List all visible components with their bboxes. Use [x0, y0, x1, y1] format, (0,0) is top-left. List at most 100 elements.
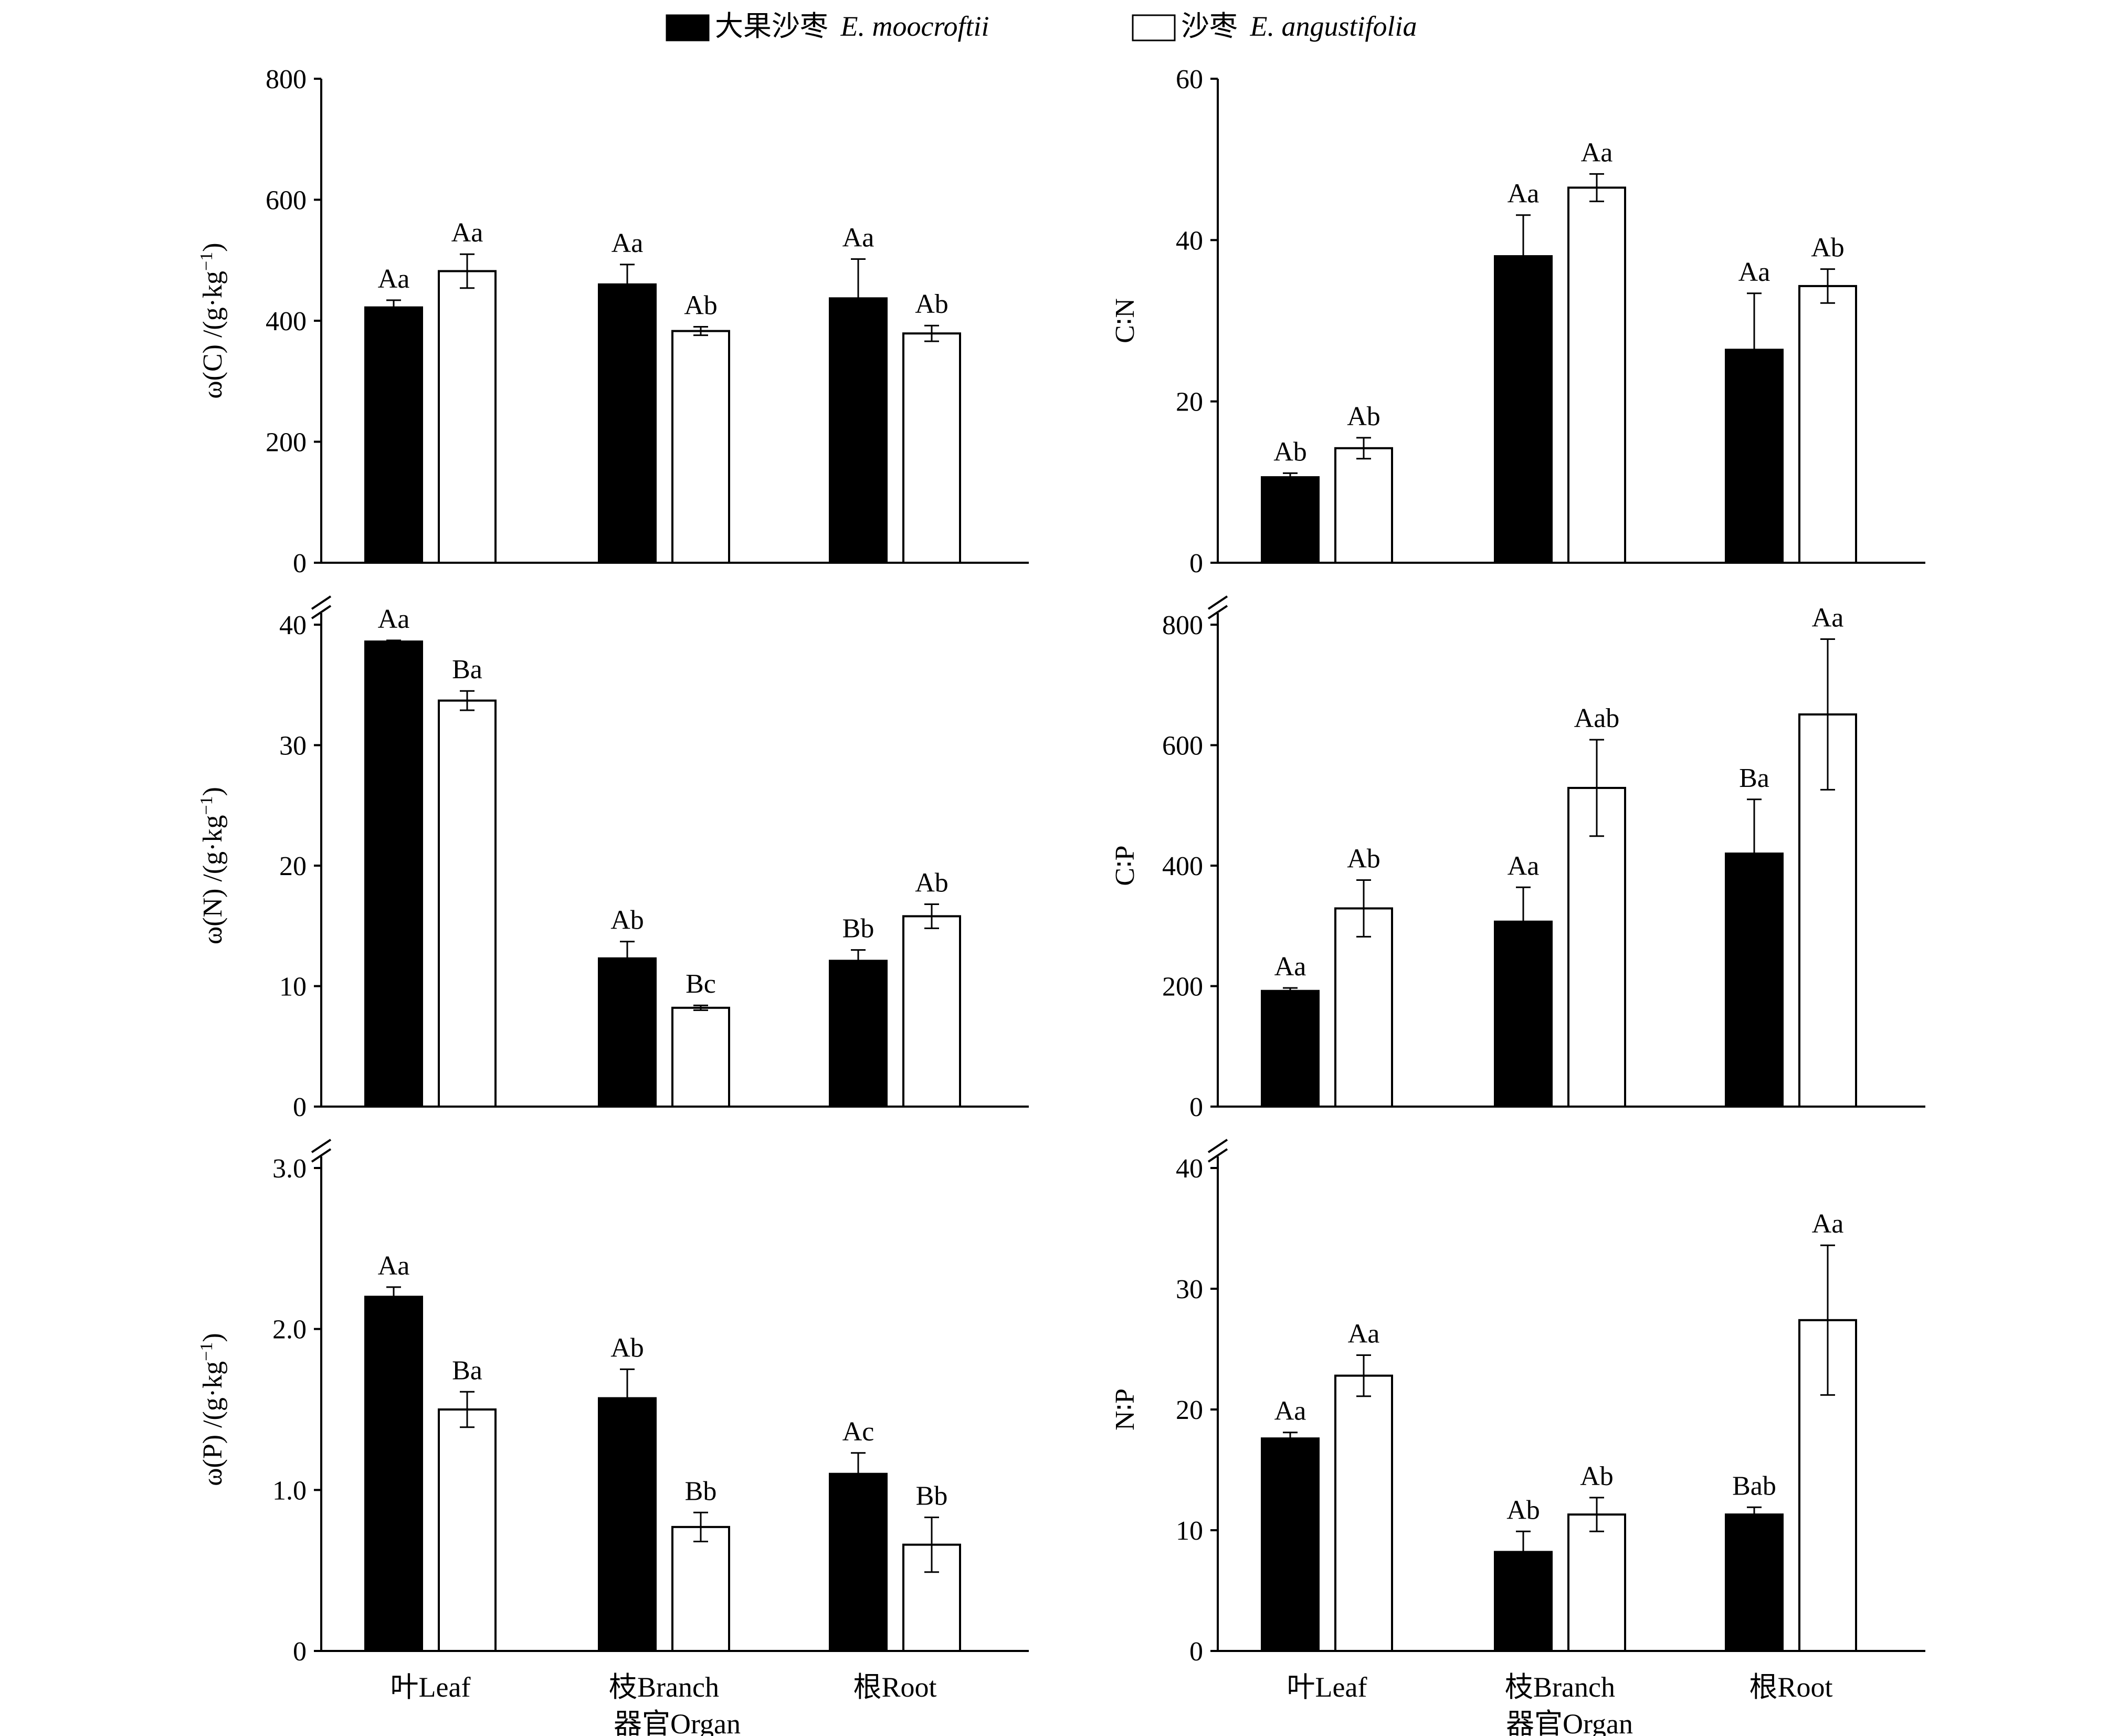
significance-label: Ab	[1506, 1495, 1540, 1525]
y-axis-title: C∶P	[1110, 845, 1140, 886]
significance-label: Aa	[1274, 952, 1306, 982]
legend-item-moocroftii: 大果沙枣 E. moocroftii	[666, 10, 989, 42]
category-label-leaf: 叶Leaf	[391, 1671, 471, 1703]
legend-item-angustifolia: 沙枣 E. angustifolia	[1132, 10, 1417, 42]
bar-angustifolia	[902, 332, 961, 564]
y-tick-label: 400	[266, 307, 307, 336]
y-tick-label: 600	[1162, 731, 1203, 761]
legend-label-latin: E. moocroftii	[840, 10, 989, 42]
axis-break-mark	[1207, 605, 1228, 619]
y-axis-title-end: )	[198, 243, 228, 251]
bar-angustifolia	[438, 270, 497, 564]
significance-label: Bb	[916, 1481, 948, 1511]
bar-moocroftii	[364, 306, 423, 564]
legend-label-cn: 大果沙枣	[715, 10, 828, 42]
bar-moocroftii	[364, 640, 423, 1108]
y-axis-title-sup: −1	[197, 252, 216, 271]
y-tick-label: 800	[266, 65, 307, 94]
bar-angustifolia	[1334, 1374, 1393, 1653]
bar-moocroftii	[598, 1397, 657, 1653]
category-label-root: 根Root	[1749, 1671, 1832, 1703]
y-axis-title-main: ω(N) /(g·kg	[198, 815, 228, 945]
axis-break-mark	[311, 605, 332, 619]
x-axis-right: 叶Leaf 枝Branch 根Root 器官Organ	[1287, 1671, 1833, 1736]
bar-angustifolia	[902, 915, 961, 1108]
significance-label: Ab	[610, 1333, 644, 1363]
axis-break-mark	[311, 595, 332, 610]
y-tick-label: 0	[293, 1637, 307, 1667]
y-tick-label: 0	[293, 1092, 307, 1122]
y-axis-title-main: ω(P) /(g·kg	[198, 1361, 228, 1486]
panel-cp-ratio: 0 200 400 600 800 C∶P Aa Ab Aa Aab Ba Aa	[1110, 595, 1925, 1122]
y-tick-label: 30	[279, 731, 307, 761]
y-tick-label: 800	[1162, 611, 1203, 640]
significance-label: Aa	[451, 218, 483, 248]
y-tick-label: 200	[1162, 972, 1203, 1002]
y-axis-title-sup: −1	[197, 1342, 216, 1361]
legend-label-cn: 沙枣	[1181, 10, 1238, 42]
y-tick-label: 0	[1189, 1637, 1203, 1667]
y-axis-title: C∶N	[1110, 298, 1140, 343]
bar-moocroftii	[364, 1296, 423, 1652]
y-tick-label: 10	[279, 972, 307, 1002]
y-tick-label: 2.0	[272, 1315, 307, 1345]
y-axis-title-end: )	[198, 1333, 228, 1342]
significance-label: Aa	[1738, 257, 1770, 287]
significance-label: Aa	[1274, 1396, 1306, 1426]
category-label-leaf: 叶Leaf	[1287, 1671, 1367, 1703]
legend-swatch-moocroftii	[666, 14, 710, 41]
y-tick-label: 40	[279, 611, 307, 640]
significance-label: Ba	[452, 1355, 482, 1385]
legend: 大果沙枣 E. moocroftii 沙枣 E. angustifolia	[666, 10, 1417, 42]
legend-swatch-angustifolia	[1132, 14, 1176, 41]
significance-label: Ab	[1580, 1461, 1614, 1491]
y-tick-label: 3.0	[272, 1154, 307, 1184]
y-axis-title: N∶P	[1110, 1388, 1140, 1430]
bar-moocroftii	[829, 1472, 888, 1653]
y-tick-label: 20	[279, 851, 307, 881]
axis-break-mark	[311, 1139, 332, 1153]
y-tick-label: 10	[1176, 1516, 1203, 1546]
category-label-branch: 枝Branch	[1505, 1671, 1615, 1703]
significance-label: Bb	[685, 1476, 717, 1506]
y-tick-label: 30	[1176, 1275, 1203, 1304]
y-tick-label: 0	[293, 549, 307, 578]
bar-moocroftii	[1261, 476, 1320, 564]
bar-moocroftii	[1725, 1513, 1784, 1653]
significance-label: Ab	[915, 289, 948, 319]
y-tick-label: 20	[1176, 1395, 1203, 1425]
significance-label: Aa	[842, 223, 874, 252]
axis-break-mark	[1207, 1139, 1228, 1153]
bar-moocroftii	[1261, 1437, 1320, 1652]
x-axis-title: 器官Organ	[1506, 1708, 1633, 1736]
y-tick-label: 0	[1189, 549, 1203, 578]
panel-c-content: 0 200 400 600 800 ω(C) /(g·kg−1) Aa Aa Aa Ab Aa Ab	[197, 65, 1029, 578]
significance-label: Ab	[915, 868, 948, 898]
significance-label: Ab	[1811, 233, 1844, 263]
bar-angustifolia	[1334, 447, 1393, 564]
y-axis-title: ω(P) /(g·kg−1)	[197, 1333, 228, 1486]
significance-label: Aa	[1812, 603, 1844, 633]
bar-angustifolia	[438, 1408, 497, 1652]
axis-break-mark	[1207, 595, 1228, 610]
significance-label: Aa	[1581, 138, 1613, 167]
significance-label: Aa	[612, 228, 644, 258]
category-label-root: 根Root	[853, 1671, 936, 1703]
panel-n-content: 0 10 20 30 40 ω(N) /(g·kg−1) Aa Ba Ab Bc Bb Ab	[197, 595, 1029, 1122]
panel-np-ratio: 0 10 20 30 40 N∶P Aa Aa Ab Ab Bab Aa	[1110, 1139, 1925, 1667]
y-axis-title-sup: −1	[197, 796, 216, 815]
bar-angustifolia	[671, 1525, 730, 1653]
significance-label: Aa	[378, 604, 410, 634]
y-axis-title: ω(N) /(g·kg−1)	[197, 787, 228, 944]
significance-label: Aa	[1348, 1319, 1380, 1349]
y-tick-label: 40	[1176, 1154, 1203, 1184]
bar-angustifolia	[1567, 1513, 1626, 1653]
y-tick-label: 600	[266, 186, 307, 216]
significance-label: Ab	[1347, 402, 1380, 432]
y-tick-label: 1.0	[272, 1476, 307, 1506]
significance-label: Ab	[1273, 437, 1307, 467]
y-axis-title-end: )	[198, 787, 228, 796]
bar-angustifolia	[1567, 786, 1626, 1108]
axis-break-mark	[311, 1148, 332, 1163]
